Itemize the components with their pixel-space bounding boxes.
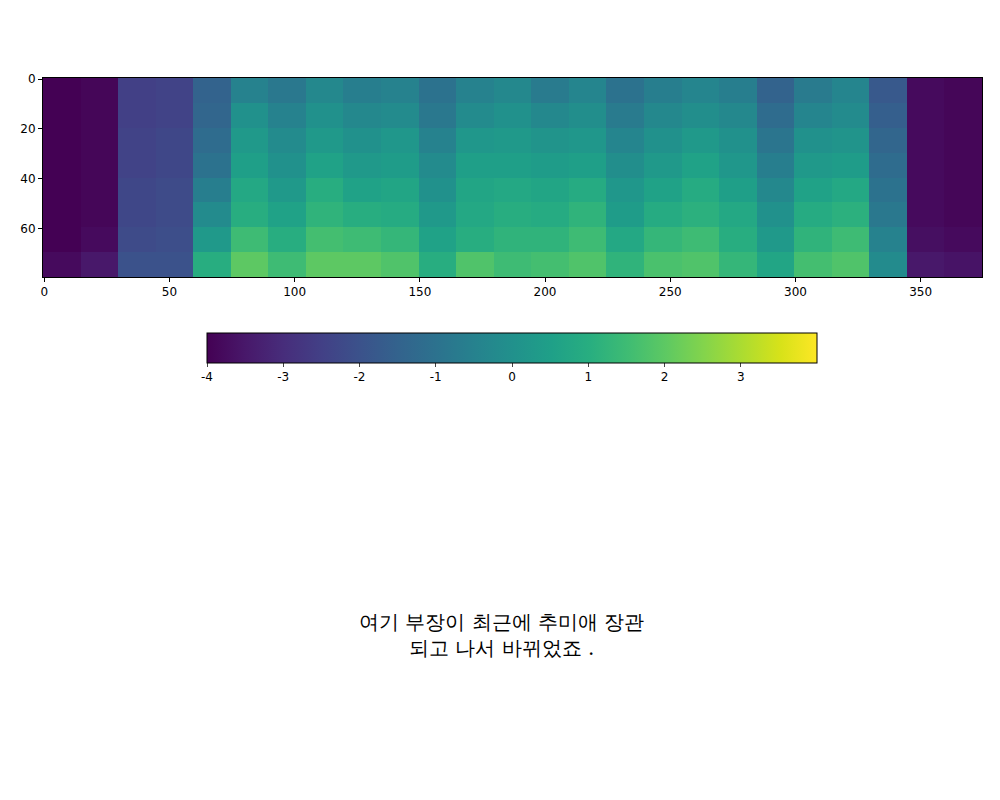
svg-text:-1: -1: [430, 370, 442, 384]
svg-text:60: 60: [20, 222, 35, 236]
svg-text:300: 300: [784, 285, 807, 299]
svg-text:-3: -3: [277, 370, 289, 384]
svg-text:0: 0: [40, 285, 48, 299]
svg-text:350: 350: [909, 285, 932, 299]
svg-text:3: 3: [737, 370, 745, 384]
svg-text:250: 250: [659, 285, 682, 299]
svg-text:50: 50: [162, 285, 177, 299]
svg-text:-2: -2: [354, 370, 366, 384]
svg-text:200: 200: [534, 285, 557, 299]
svg-text:-4: -4: [201, 370, 213, 384]
svg-text:0: 0: [508, 370, 516, 384]
svg-text:0: 0: [28, 72, 36, 86]
svg-text:150: 150: [408, 285, 431, 299]
svg-text:20: 20: [20, 122, 35, 136]
svg-text:100: 100: [283, 285, 306, 299]
svg-text:1: 1: [584, 370, 592, 384]
svg-text:40: 40: [20, 172, 35, 186]
svg-text:여기 부장이 최근에 추미애 장관되고 나서 바뀌었죠 .: 여기 부장이 최근에 추미애 장관되고 나서 바뀌었죠 .: [359, 610, 644, 660]
svg-text:2: 2: [661, 370, 669, 384]
